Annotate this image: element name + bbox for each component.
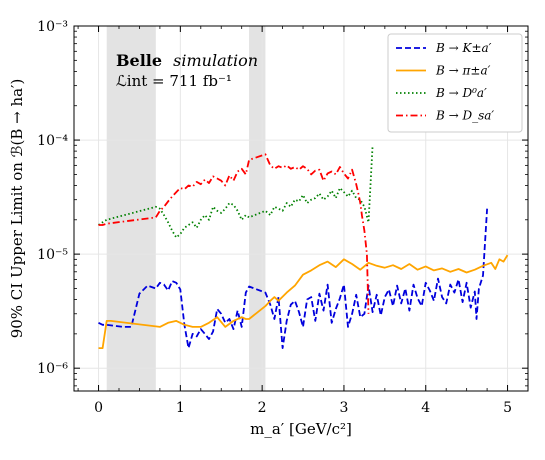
legend-label-2: B → D⁰a′ — [435, 86, 487, 100]
x-axis-label: m_a′ [GeV/c²] — [250, 420, 352, 438]
y-axis-label: 90% CI Upper Limit on ℬ(B → ha′) — [8, 79, 26, 339]
legend-label-1: B → π±a′ — [435, 64, 491, 78]
x-tick-label: 0 — [94, 400, 103, 416]
annotation-simulation: simulation — [173, 51, 258, 70]
series-line-1 — [98, 254, 509, 350]
legend-box — [387, 33, 523, 133]
vetoed-region-1 — [249, 26, 266, 391]
belle-simulation-annotation: Belle simulation — [116, 51, 258, 70]
legend-label-0: B → K±a′ — [435, 41, 492, 55]
x-tick-label: 1 — [176, 400, 185, 416]
annotation-belle: Belle — [116, 51, 162, 70]
plot-frame — [73, 25, 529, 392]
x-tick-label: 4 — [421, 400, 430, 416]
x-tick-label: 2 — [258, 400, 267, 416]
y-tick-label: 10⁻⁴ — [37, 133, 68, 149]
legend-items: B → K±a′ B → π±a′ B → D⁰a′ B → D_sa′ — [396, 41, 494, 123]
x-tick-label: 5 — [503, 400, 512, 416]
legend: B → K±a′ B → π±a′ B → D⁰a′ B → D_sa′ — [387, 33, 523, 133]
series-lines — [98, 145, 509, 350]
series-line-0 — [98, 208, 488, 350]
y-tick-label: 10⁻⁶ — [37, 361, 68, 377]
axis-ticks: 0 1 2 3 4 5 10⁻⁶ 10⁻⁵ 10⁻⁴ 10⁻³ — [37, 19, 529, 416]
y-tick-label: 10⁻³ — [37, 19, 68, 35]
luminosity-annotation: ℒint = 711 fb⁻¹ — [116, 72, 232, 90]
legend-label-3: B → D_sa′ — [435, 109, 494, 123]
y-tick-label: 10⁻⁵ — [37, 247, 68, 263]
x-tick-label: 3 — [339, 400, 348, 416]
series-line-3 — [98, 153, 370, 314]
